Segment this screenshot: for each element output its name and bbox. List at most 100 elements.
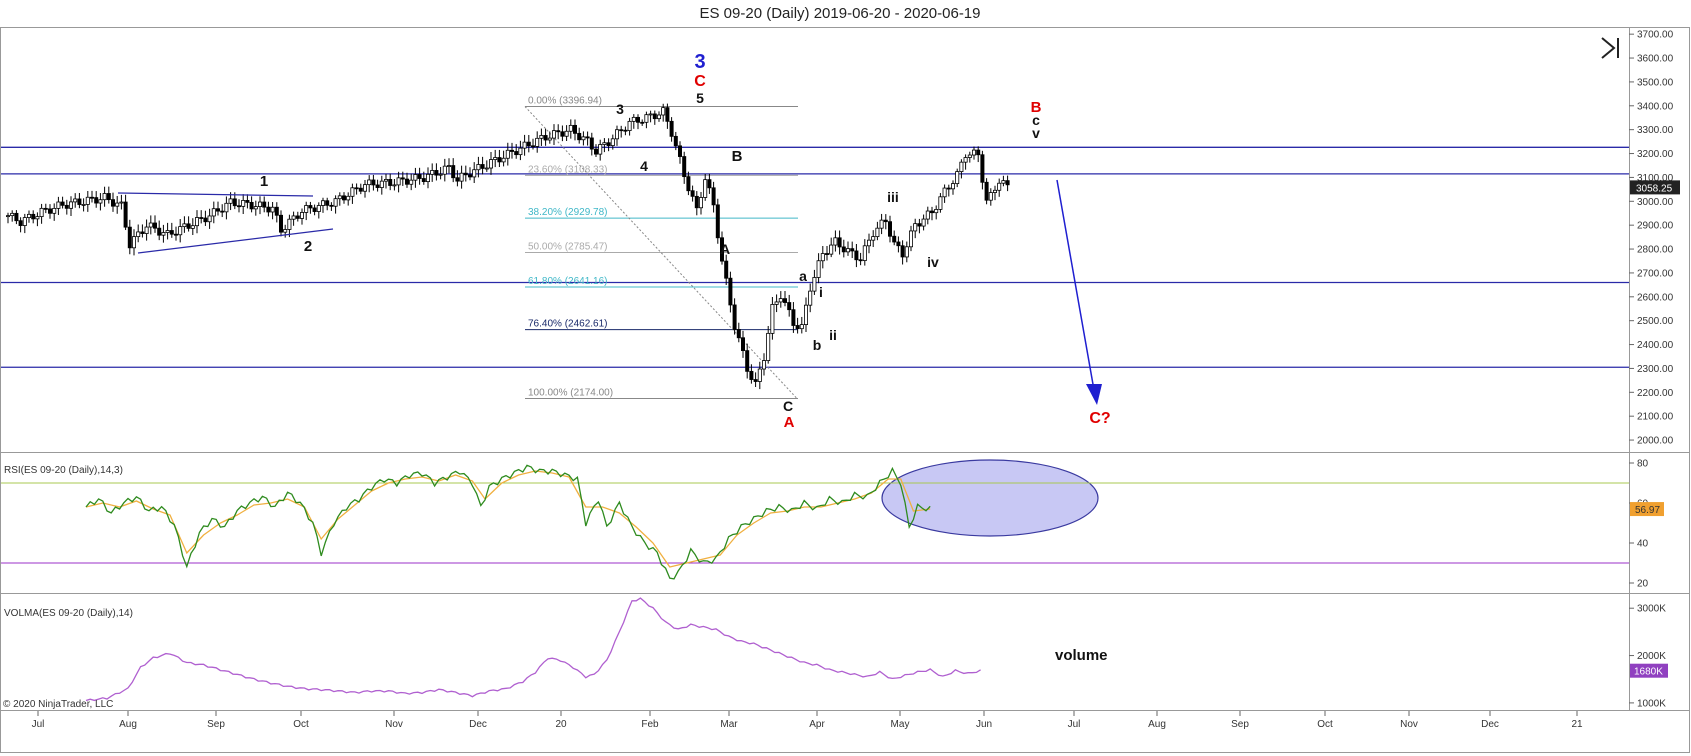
candle-body-206: [871, 236, 876, 241]
price-tick-label-11: 3100.00: [1637, 173, 1674, 184]
wave-label-8: A: [720, 241, 730, 257]
fib-level-label-2: 38.20% (2929.78): [528, 207, 608, 218]
price-axis: 2000.00 2100.00 2200.00 2300.00 2400.00 2500.…: [1629, 30, 1680, 447]
candle-body-85: [362, 184, 367, 192]
chart-title: ES 09-20 (Daily) 2019-06-20 - 2020-06-19: [700, 5, 981, 22]
fib-level-label-1: 23.60% (3108.33): [528, 164, 608, 175]
candle-body-66: [283, 229, 288, 233]
candle-body-81: [346, 195, 351, 201]
candle-body-12: [56, 201, 61, 209]
candle-body-187: [791, 309, 796, 326]
candle-body-30: [131, 236, 136, 249]
candle-body-105: [446, 165, 451, 167]
candle-body-26: [115, 202, 120, 207]
candle-body-220: [930, 210, 935, 214]
candle-body-27: [119, 201, 124, 204]
candle-body-133: [564, 130, 569, 137]
x-tick-label-14: Sep: [1231, 719, 1249, 730]
candle-body-53: [228, 198, 233, 204]
skip-to-end-icon[interactable]: [1601, 37, 1619, 59]
fibonacci-retracement: 0.00% (3396.94) 23.60% (3108.33) 38.20% (2…: [524, 96, 798, 400]
candle-body-40: [173, 233, 178, 236]
rsi-title: RSI(ES 09-20 (Daily),14,3): [4, 465, 123, 476]
candle-body-31: [136, 231, 141, 238]
price-tick-label-5: 2500.00: [1637, 316, 1674, 327]
price-tick-label-0: 2000.00: [1637, 436, 1674, 447]
copyright-text: © 2020 NinjaTrader, LLC: [3, 699, 113, 710]
candle-body-141: [598, 144, 603, 155]
x-tick-label-0: Jul: [32, 719, 45, 730]
candle-body-57: [245, 200, 250, 203]
candle-body-44: [190, 225, 195, 229]
volma-last-label: 1680K: [1634, 667, 1663, 678]
candle-body-235: [993, 189, 998, 193]
candle-body-221: [934, 209, 939, 214]
x-tick-label-15: Oct: [1317, 719, 1333, 730]
candle-body-189: [799, 324, 804, 330]
x-tick-label-18: 21: [1571, 719, 1583, 730]
candle-body-17: [77, 198, 82, 205]
candle-body-10: [48, 208, 53, 214]
volma-panel: 1000K 2000K 3000K 1680K: [85, 597, 1668, 709]
candle-body-212: [896, 241, 901, 247]
wave-label-1: 2: [304, 238, 312, 255]
candle-body-210: [888, 221, 893, 237]
candle-body-73: [312, 207, 317, 212]
candle-body-201: [850, 248, 855, 252]
candle-body-132: [560, 131, 565, 137]
candle-body-46: [199, 217, 204, 219]
candle-body-140: [594, 148, 599, 155]
candle-body-108: [459, 172, 464, 182]
candle-body-56: [241, 200, 246, 207]
candle-body-104: [442, 165, 447, 175]
x-axis: Jul Aug Sep Oct Nov Dec 20 Feb Mar Apr May Jun Jul Au…: [32, 711, 1583, 730]
candle-body-148: [627, 120, 632, 131]
candle-body-153: [648, 113, 653, 116]
candle-body-218: [921, 218, 926, 227]
candle-body-47: [203, 217, 208, 223]
triangle-upper-line: [117, 192, 314, 197]
candle-body-38: [165, 230, 170, 233]
candle-body-111: [472, 169, 477, 178]
candle-body-86: [367, 179, 372, 186]
candle-body-202: [854, 250, 859, 261]
candle-body-64: [274, 206, 279, 216]
candle-body-159: [673, 135, 678, 147]
price-tick-label-4: 2400.00: [1637, 340, 1674, 351]
candle-body-139: [589, 137, 594, 150]
candle-body-215: [909, 230, 914, 248]
candle-body-96: [409, 179, 414, 185]
candle-body-32: [140, 231, 145, 234]
candle-body-178: [753, 379, 758, 382]
x-tick-label-16: Nov: [1400, 719, 1418, 730]
fib-level-label-0: 0.00% (3396.94): [528, 96, 602, 107]
candle-body-78: [333, 198, 338, 207]
candle-body-197: [833, 237, 838, 246]
candle-body-185: [783, 298, 788, 303]
candle-body-77: [329, 204, 334, 207]
candle-body-208: [879, 219, 884, 229]
x-tick-label-3: Oct: [293, 719, 309, 730]
x-tick-label-13: Aug: [1148, 719, 1166, 730]
candle-body-11: [52, 207, 57, 214]
candle-body-8: [39, 207, 44, 218]
candle-body-124: [526, 141, 531, 147]
price-tick-label-12: 3200.00: [1637, 149, 1674, 160]
candle-body-69: [295, 215, 300, 219]
price-tick-label-10: 3000.00: [1637, 197, 1674, 208]
x-tick-label-6: 20: [555, 719, 567, 730]
wave-label-16: iv: [927, 254, 939, 270]
candle-body-213: [900, 245, 905, 258]
triangle-lower-line: [137, 228, 334, 254]
candle-body-233: [984, 181, 989, 201]
candle-body-4: [22, 217, 27, 226]
candle-body-229: [967, 154, 972, 158]
candle-body-122: [518, 147, 523, 156]
candle-body-225: [951, 183, 956, 190]
wave-label-0: 1: [260, 173, 268, 190]
candle-body-36: [157, 227, 162, 236]
candle-body-180: [762, 360, 767, 370]
candle-body-19: [85, 196, 90, 205]
rsi-tick-label-1: 40: [1637, 539, 1649, 550]
price-tick-label-7: 2700.00: [1637, 268, 1674, 279]
